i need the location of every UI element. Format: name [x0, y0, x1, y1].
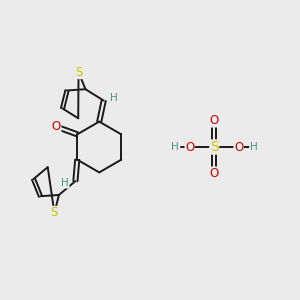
Text: H: H [110, 93, 118, 103]
Text: H: H [250, 142, 257, 152]
Text: S: S [51, 206, 58, 219]
Text: H: H [61, 178, 69, 188]
Text: O: O [52, 120, 61, 133]
Text: O: O [210, 167, 219, 180]
Text: O: O [234, 140, 243, 154]
Text: S: S [210, 140, 219, 154]
Text: O: O [185, 140, 194, 154]
Text: S: S [75, 65, 82, 79]
Text: H: H [171, 142, 179, 152]
Text: O: O [210, 114, 219, 127]
